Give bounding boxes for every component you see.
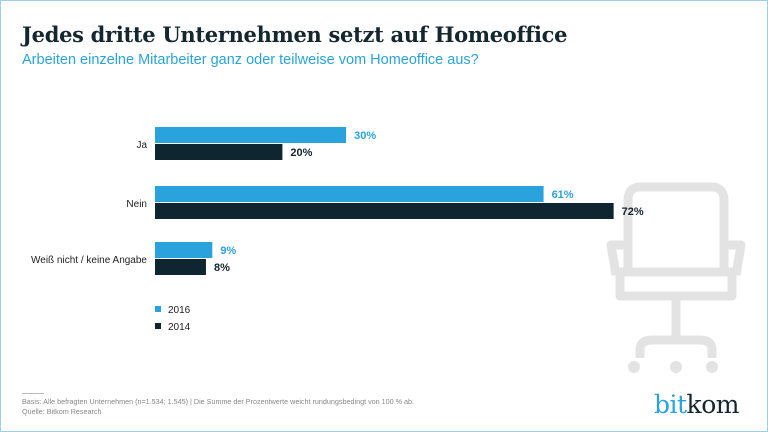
footnote-basis: Basis: Alle befragten Unternehmen (n=1.5… <box>22 397 415 406</box>
data-label: 72% <box>622 206 644 218</box>
chair-wheels <box>628 361 718 373</box>
footnote-divider <box>22 393 44 394</box>
category-label: Nein <box>126 199 147 210</box>
bar-2014 <box>155 144 283 160</box>
legend-label: 2016 <box>168 305 191 316</box>
data-label: 9% <box>220 245 236 257</box>
bar-2016 <box>155 242 213 258</box>
category-label: Ja <box>136 140 147 151</box>
bar-2014 <box>155 259 206 275</box>
footnote: Basis: Alle befragten Unternehmen (n=1.5… <box>22 397 414 417</box>
data-label: 8% <box>214 262 230 274</box>
bitkom-logo: bitkom <box>654 390 739 419</box>
bar-2016 <box>155 127 347 143</box>
data-label: 61% <box>552 189 574 201</box>
chart-title: Jedes dritte Unternehmen setzt auf Homeo… <box>22 22 568 47</box>
bar-2014 <box>155 203 614 219</box>
legend-label: 2014 <box>168 322 191 333</box>
legend-swatch <box>155 306 161 312</box>
footnote-source: Quelle: Bitkom Research <box>22 407 102 416</box>
bar-2016 <box>155 186 544 202</box>
category-label: Weiß nicht / keine Angabe <box>31 255 147 266</box>
chart-subtitle: Arbeiten einzelne Mitarbeiter ganz oder … <box>22 52 479 68</box>
data-label: 30% <box>354 130 376 142</box>
legend-swatch <box>155 323 161 329</box>
data-label: 20% <box>290 147 312 159</box>
office-chair-icon <box>606 182 746 358</box>
